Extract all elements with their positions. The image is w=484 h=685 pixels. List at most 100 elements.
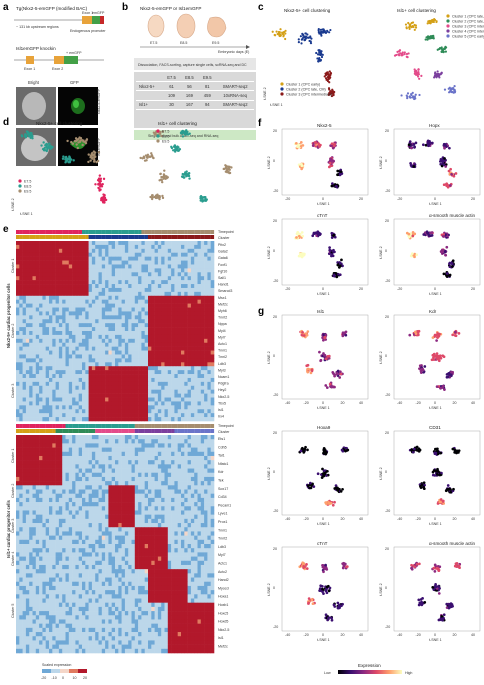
cell-point — [319, 584, 323, 588]
tick-label: 0 — [385, 159, 387, 163]
table-cell: SMART-seq2 — [216, 100, 254, 110]
feature-title: CD31 — [429, 425, 441, 430]
tsne-point — [158, 196, 161, 199]
cell-point — [322, 451, 325, 455]
col-bright: Bright — [28, 80, 40, 85]
tsne-point — [413, 95, 416, 98]
tsne-point — [188, 177, 191, 180]
tsne-point — [24, 133, 27, 136]
tsne-point — [184, 132, 188, 135]
tsne-point — [48, 142, 51, 145]
cell-point — [443, 250, 447, 254]
tsne-point — [152, 131, 156, 134]
scale-tick: 0 — [62, 676, 64, 680]
tsne-point — [146, 156, 149, 159]
cell-point — [435, 472, 439, 476]
tsne-point — [401, 51, 404, 54]
cell-point — [450, 172, 453, 176]
tsne-point — [156, 193, 159, 196]
cell-point — [418, 364, 422, 368]
tick-label: 0 — [385, 249, 387, 253]
cell-point — [437, 359, 441, 363]
table-row: Isl1+ 30 167 94 SMART-seq2 — [136, 100, 254, 110]
tsne-point — [452, 87, 455, 90]
tsne-point — [161, 130, 165, 133]
cell-point — [416, 333, 420, 337]
cell-point — [335, 372, 339, 375]
cell-point — [448, 274, 451, 277]
tsne-point — [96, 159, 100, 163]
tsne-point — [99, 188, 102, 191]
d-axis-y: t-SNE 2 — [11, 198, 15, 211]
cell-point — [442, 163, 446, 167]
tsne-point — [43, 149, 47, 152]
cell-point — [306, 370, 310, 374]
tick-label: 20 — [341, 633, 345, 637]
tsne-point — [406, 92, 410, 95]
cell-point — [323, 354, 326, 357]
cell-point — [300, 231, 304, 234]
tsne-point — [443, 88, 447, 91]
cell-point — [451, 333, 455, 337]
gene-label: Pdgfra — [218, 382, 229, 386]
cell-point — [438, 500, 442, 504]
cell-point — [338, 605, 342, 609]
cell-point — [329, 157, 333, 161]
c-axis-y: t-SNE 2 — [263, 87, 267, 100]
cell-point — [341, 487, 344, 491]
tsne-point — [201, 196, 204, 199]
gene-label: Actc1 — [218, 562, 227, 566]
plot-frame — [393, 430, 481, 516]
tsne-point — [99, 177, 103, 180]
tsne-point — [300, 42, 303, 45]
cell-point — [306, 484, 310, 488]
tsne-point — [75, 138, 79, 142]
axis-y-label: t-SNE 2 — [379, 246, 383, 259]
tsne-point — [151, 156, 155, 159]
plot-frame — [393, 128, 481, 196]
tsne-point — [228, 171, 231, 175]
cell-point — [340, 448, 344, 452]
scale-swatch — [78, 669, 87, 673]
cell-point — [331, 182, 334, 185]
e-track-cl-bot: Cluster — [218, 430, 230, 434]
cell-point — [328, 382, 332, 386]
tsne-point — [318, 32, 321, 35]
gene-label: Tnnt2 — [218, 537, 227, 541]
tsne-point — [98, 174, 102, 177]
tsne-point — [427, 37, 430, 40]
cell-point — [431, 473, 435, 477]
tsne-point — [450, 90, 453, 94]
cell-point — [328, 246, 331, 250]
gene-label: Myocd — [218, 586, 229, 590]
emgfp-label: emGFP — [92, 11, 105, 15]
panel-letter-d: d — [3, 117, 10, 128]
tsne-point — [435, 20, 438, 24]
cell-point — [338, 487, 341, 491]
cell-point — [341, 264, 344, 268]
tsne-point — [442, 48, 445, 51]
tsne-point — [416, 75, 420, 78]
tsne-point — [185, 170, 188, 173]
cell-point — [442, 235, 446, 238]
cell-point — [430, 141, 434, 145]
cell-point — [415, 253, 419, 257]
axis-x-label: t-SNE 1 — [317, 638, 330, 642]
tsne-point — [397, 53, 400, 56]
table-cell: 81 — [198, 81, 217, 92]
cell-point — [412, 447, 416, 451]
cell-point — [441, 499, 445, 503]
tick-label: 0 — [385, 586, 387, 590]
scale-tick: -20 — [41, 676, 46, 680]
tsne-point — [436, 70, 439, 73]
cell-point — [427, 234, 431, 237]
legend-title: Expression — [358, 663, 381, 668]
tsne-point — [102, 193, 105, 196]
gene-label: Msx1 — [218, 296, 227, 300]
tick-label: 0 — [322, 517, 324, 521]
tsne-point — [324, 77, 328, 80]
tick-label: -20 — [385, 625, 390, 629]
d-title-right: Isl1+ cell clustering — [158, 121, 197, 126]
tsne-point — [438, 76, 441, 79]
tsne-point — [277, 30, 281, 34]
